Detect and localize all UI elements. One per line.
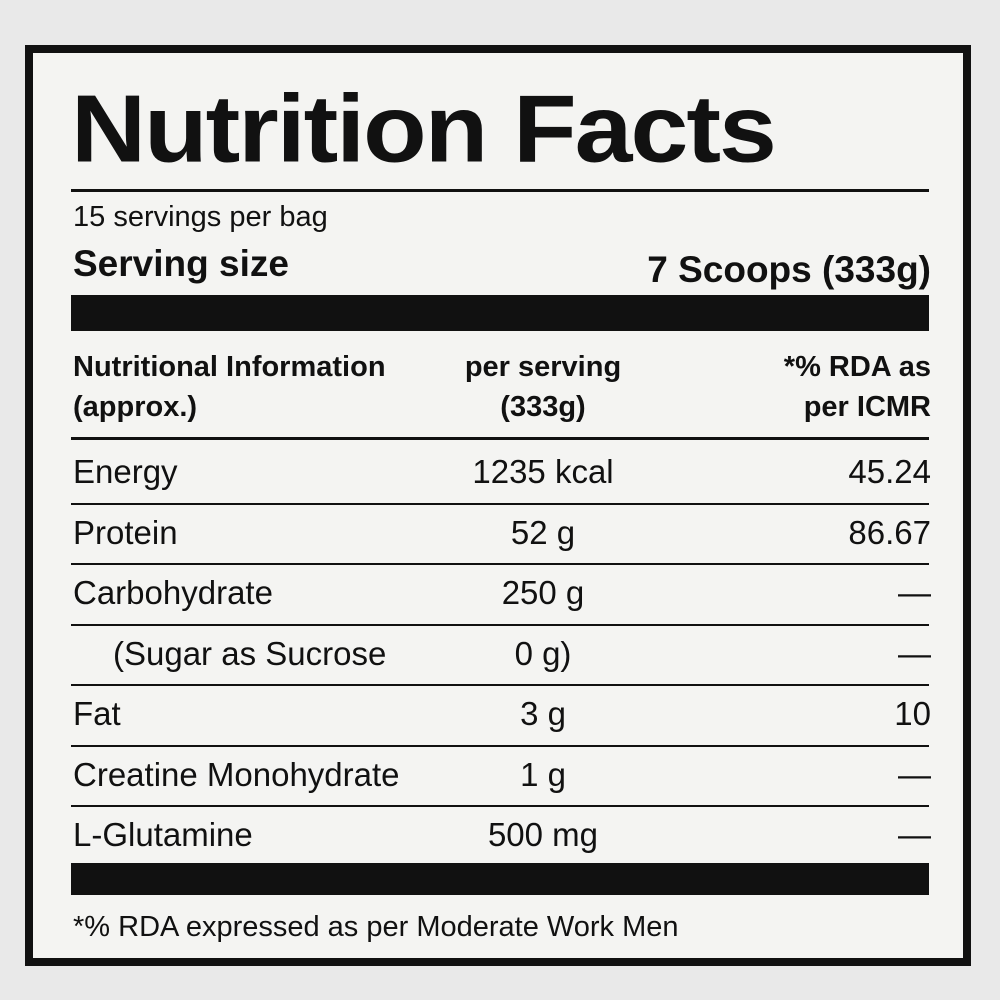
row-rule [71,623,929,626]
title: Nutrition Facts [71,75,777,183]
serving-size-value: 7 Scoops (333g) [647,249,931,290]
nutrient-name: L-Glutamine [73,816,253,853]
header-cell: per serving (333g) [464,351,622,423]
per-serving: 0 g) [514,634,572,672]
per-serving: 52 g [510,513,576,551]
footnote: *% RDA expressed as per Moderate Work Me… [73,911,679,943]
per-serving: 1 g [520,755,566,793]
nutrient-name: Carbohydrate [73,574,273,611]
row-rule [71,563,929,565]
per-serving: 250 g [501,574,585,611]
nutrient-name: Fat [73,695,121,732]
rule [71,437,929,440]
header-cell: Nutritional Information (approx.) [73,351,386,423]
per-serving: 500 mg [487,816,599,853]
nutrient-name: Protein [73,513,178,551]
row-rule [71,684,929,686]
rda-value: — [898,634,931,672]
row-rule [71,805,929,807]
thick-bar [71,863,929,895]
nutrient-name: Energy [73,453,178,490]
serving-size-label: Serving size [73,243,289,284]
rda-value: 45.24 [848,453,931,490]
nutrient-name: (Sugar as Sucrose [113,634,387,672]
servings: 15 servings per bag [73,201,328,233]
rda-value: — [898,816,931,853]
per-serving: 1235 kcal [472,453,614,490]
per-serving: 3 g [520,695,566,732]
rule [71,189,929,192]
rda-value: — [898,755,931,793]
nutrient-name: Creatine Monohydrate [73,755,400,793]
row-rule [71,502,929,505]
rda-value: 86.67 [848,513,931,551]
row-rule [71,744,929,747]
rda-value: 10 [894,695,931,732]
thick-bar [71,295,929,331]
header-cell: *% RDA as per ICMR [783,351,931,423]
nutrition-label: Nutrition Facts 15 servings per bag Serv… [25,45,971,966]
rda-value: — [898,574,931,611]
